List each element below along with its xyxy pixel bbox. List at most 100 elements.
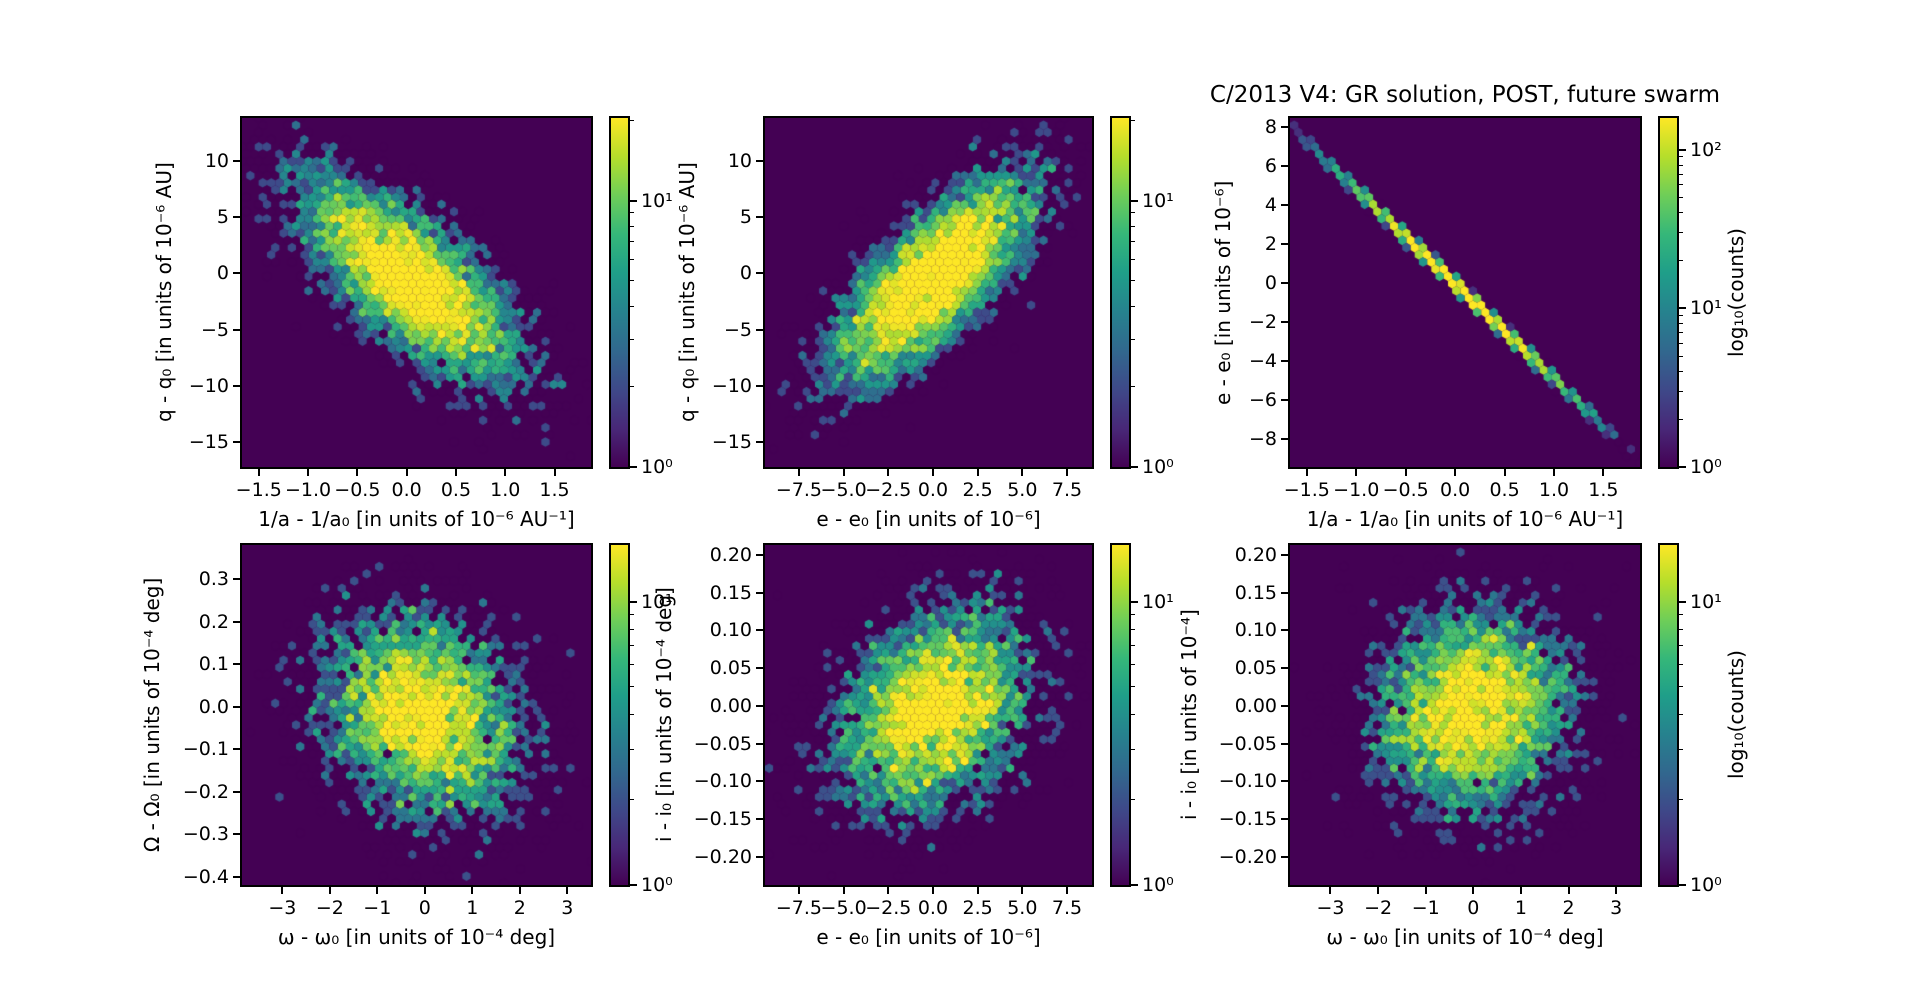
subplot-2-xtick-mark — [842, 469, 845, 476]
subplot-6-xtick-label: 0 — [1467, 897, 1480, 919]
subplot-6-ytick-mark — [1281, 667, 1288, 670]
subplot-5-xtick-mark — [842, 887, 845, 894]
subplot-5-ytick-mark — [756, 667, 763, 670]
subplot-3-colorbar-minor-tick — [1679, 212, 1683, 214]
subplot-2-colorbar-tick-mark — [1131, 199, 1138, 202]
subplot-6-colorbar-tick-label: 10⁰ — [1690, 874, 1722, 896]
subplot-4-ytick-mark — [233, 875, 240, 878]
subplot-3-xtick-label: 0.0 — [1440, 479, 1471, 501]
subplot-3-colorbar — [1658, 116, 1679, 469]
subplot-2-ytick-mark — [756, 159, 763, 162]
subplot-4-xtick-label: 0 — [418, 897, 431, 919]
subplot-6-xtick-label: 1 — [1514, 897, 1527, 919]
subplot-1-ytick-mark — [233, 328, 240, 331]
subplot-4-xtick-mark — [376, 887, 379, 894]
subplot-3-ytick-mark — [1281, 203, 1288, 206]
subplot-4-colorbar-minor-tick — [630, 645, 634, 647]
subplot-3-colorbar-minor-tick — [1679, 370, 1683, 372]
subplot-2-colorbar-minor-tick — [1131, 119, 1135, 121]
subplot-3-xtick-label: 0.5 — [1489, 479, 1520, 501]
subplot-5-colorbar-minor-tick — [1131, 686, 1135, 688]
subplot-1-ytick-label: 0 — [216, 262, 229, 285]
subplot-3-colorbar-minor-tick — [1679, 315, 1683, 317]
subplot-2-colorbar-tick-mark — [1131, 466, 1138, 468]
subplot-4-colorbar — [609, 543, 630, 887]
subplot-3-hexbin-canvas — [1290, 118, 1640, 467]
subplot-5-colorbar-minor-tick — [1131, 713, 1135, 715]
subplot-1-colorbar-minor-tick — [630, 119, 634, 121]
subplot-6-ytick-label: 0.10 — [1234, 619, 1277, 642]
subplot-4-colorbar-tick-mark — [630, 884, 637, 886]
subplot-2-xtick-mark — [1065, 469, 1068, 476]
subplot-6-xtick-mark — [1567, 887, 1570, 894]
subplot-6-xtick-label: 3 — [1610, 897, 1623, 919]
subplot-4-colorbar-minor-tick — [630, 628, 634, 630]
subplot-2-xtick-mark — [931, 469, 934, 476]
subplot-4-colorbar-minor-tick — [630, 749, 634, 751]
subplot-6-colorbar-minor-tick — [1679, 799, 1683, 801]
subplot-5-hexbin-canvas — [765, 545, 1092, 885]
subplot-6-colorbar — [1658, 543, 1679, 887]
subplot-1-ytick-mark — [233, 384, 240, 387]
subplot-3-ytick-label: 8 — [1264, 115, 1277, 138]
subplot-5-colorbar-tick-label: 10⁰ — [1142, 874, 1174, 896]
subplot-5-xtick-label: 7.5 — [1051, 897, 1083, 919]
subplot-2-xtick-mark — [1021, 469, 1024, 476]
subplot-6-ytick-mark — [1281, 704, 1288, 707]
subplot-6-ytick-label: −0.10 — [1218, 770, 1277, 793]
subplot-4-ytick-mark — [233, 705, 240, 708]
subplot-1-xtick-label: −1.5 — [235, 479, 282, 501]
subplot-2-colorbar-minor-tick — [1131, 241, 1135, 243]
subplot-2-ytick-label: 0 — [739, 262, 752, 285]
subplot-3-xtick-mark — [1355, 469, 1358, 476]
subplot-4-ytick-mark — [233, 790, 240, 793]
subplot-2-xlabel: e - e₀ [in units of 10⁻⁶] — [816, 507, 1041, 531]
subplot-1-xtick-mark — [553, 469, 556, 476]
subplot-5-ytick-mark — [756, 704, 763, 707]
subplot-4-xtick-mark — [423, 887, 426, 894]
subplot-4-ytick-label: −0.3 — [182, 823, 229, 845]
subplot-1-xtick-mark — [405, 469, 408, 476]
subplot-2-hexbin-canvas — [765, 118, 1092, 467]
subplot-6-colorbar-minor-tick — [1679, 614, 1683, 616]
subplot-2-colorbar — [1110, 116, 1131, 469]
subplot-6-colorbar-tick-label: 10¹ — [1690, 590, 1722, 613]
subplot-2-ytick-mark — [756, 216, 763, 219]
subplot-1-ytick-label: −10 — [188, 374, 229, 397]
subplot-1-xtick-label: 0.5 — [440, 479, 472, 501]
subplot-3-colorbar-minor-tick — [1679, 323, 1683, 325]
subplot-6-xtick-mark — [1377, 887, 1380, 894]
subplot-2-xtick-label: −7.5 — [775, 479, 823, 501]
subplot-3-colorbar-label: log₁₀(counts) — [1724, 228, 1748, 357]
subplot-4-xtick-mark — [328, 887, 331, 894]
subplot-3-colorbar-minor-tick — [1679, 196, 1683, 198]
subplot-2-xtick-label: 7.5 — [1051, 479, 1083, 501]
subplot-1-colorbar-minor-tick — [630, 241, 634, 243]
subplot-2-ytick-label: −10 — [711, 374, 752, 397]
subplot-1-ytick-label: −5 — [200, 318, 229, 341]
subplot-5-xtick-mark — [931, 887, 934, 894]
subplot-5-ytick-mark — [756, 553, 763, 556]
subplot-3-ytick-mark — [1281, 359, 1288, 362]
subplot-1-xtick-label: 1.5 — [539, 479, 570, 501]
subplot-1-colorbar-tick-mark — [630, 466, 637, 468]
subplot-6-ytick-mark — [1281, 780, 1288, 783]
subplot-3-colorbar-minor-tick — [1679, 390, 1683, 392]
subplot-2-xtick-label: 0.0 — [917, 479, 949, 501]
subplot-5-xtick-mark — [1065, 887, 1068, 894]
subplot-1-colorbar-minor-tick — [630, 280, 634, 282]
subplot-6-ytick-mark — [1281, 553, 1288, 556]
subplot-1-ytick-mark — [233, 216, 240, 219]
subplot-6-colorbar-label: log₁₀(counts) — [1724, 650, 1748, 780]
subplot-3-ylabel: e - e₀ [in units of 10⁻⁶] — [1211, 180, 1235, 405]
subplot-5-colorbar-tick-label: 10¹ — [1142, 590, 1174, 613]
subplot-4-ytick-mark — [233, 663, 240, 665]
subplot-2-colorbar-minor-tick — [1131, 259, 1135, 261]
subplot-3-xtick-mark — [1503, 469, 1506, 476]
subplot-2-ytick-mark — [756, 384, 763, 387]
subplot-3-ytick-label: −2 — [1248, 310, 1277, 333]
subplot-3-xtick-mark — [1454, 469, 1457, 476]
subplot-4-xtick-mark — [566, 887, 569, 894]
subplot-1-ytick-mark — [233, 272, 240, 275]
subplot-5-ytick-label: 0.05 — [709, 657, 752, 680]
